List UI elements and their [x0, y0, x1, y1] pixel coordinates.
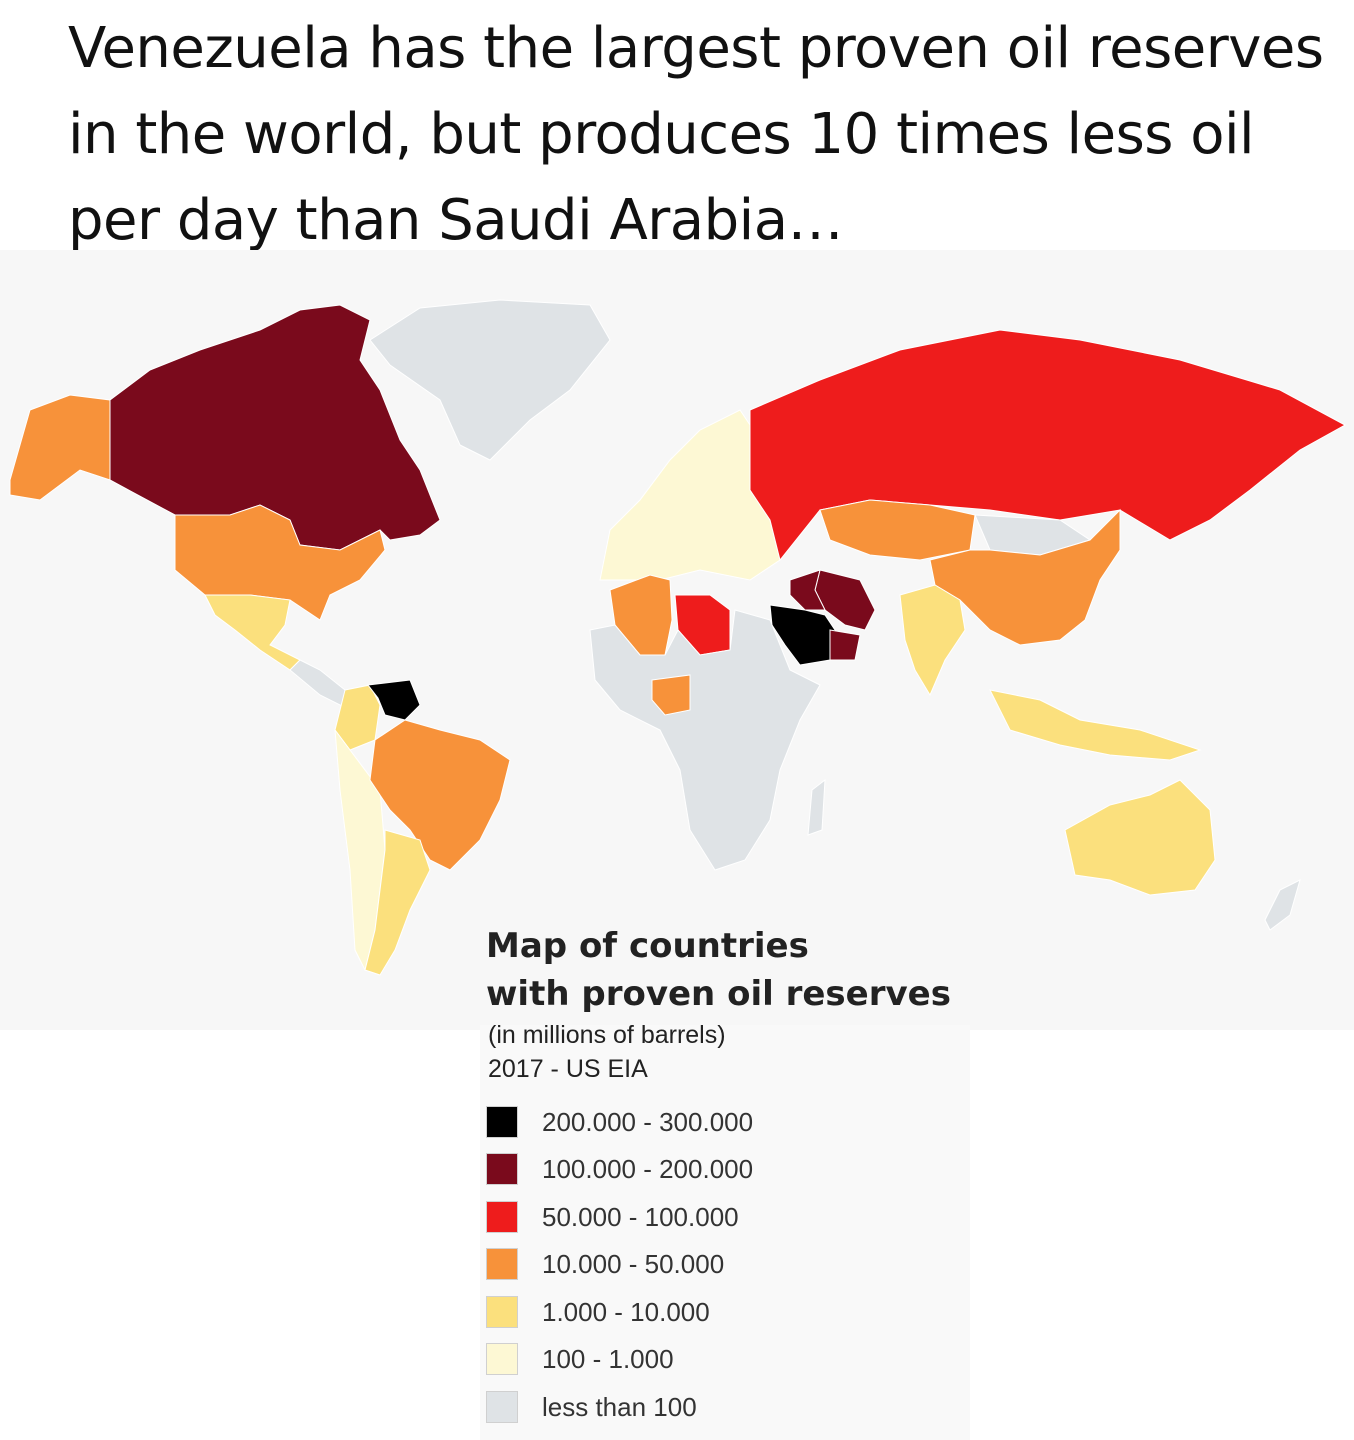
region-indonesia [989, 689, 1202, 761]
legend-swatch [486, 1201, 518, 1233]
legend-item: 100.000 - 200.000 [486, 1151, 906, 1187]
legend-source: 2017 - US EIA [488, 1055, 648, 1083]
legend-item: 200.000 - 300.000 [486, 1104, 906, 1140]
legend-panel [480, 1025, 970, 1440]
caption-text: Venezuela has the largest proven oil res… [68, 16, 1324, 253]
legend-item: 100 - 1.000 [486, 1341, 906, 1377]
region-madagascar [807, 778, 826, 836]
region-mexico [204, 594, 301, 671]
legend-item-label: 1.000 - 10.000 [542, 1297, 710, 1327]
region-kazakhstan [819, 499, 976, 561]
legend-swatch [486, 1248, 518, 1280]
region-india [899, 584, 966, 697]
region-china [929, 508, 1121, 646]
region-alaska [9, 394, 111, 501]
legend-item-label: 100.000 - 200.000 [542, 1154, 754, 1184]
region-greenland [369, 299, 611, 461]
legend-swatch [486, 1296, 518, 1328]
legend-item-label: 100 - 1.000 [542, 1344, 674, 1374]
region-australia [1064, 779, 1216, 896]
legend-item: 1.000 - 10.000 [486, 1294, 906, 1330]
legend-swatch [486, 1343, 518, 1375]
region-russia [749, 329, 1347, 562]
region-argentina [364, 829, 431, 976]
legend-swatch [486, 1153, 518, 1185]
world-map [0, 250, 1354, 1030]
legend-title: Map of countries with proven oil reserve… [486, 926, 951, 1014]
legend-item-label: 200.000 - 300.000 [542, 1107, 754, 1137]
region-new-zealand [1264, 879, 1301, 931]
legend-swatch [486, 1106, 518, 1138]
region-iraq [789, 569, 826, 611]
legend-item-label: 10.000 - 50.000 [542, 1249, 725, 1279]
region-nigeria [651, 674, 691, 716]
world-map-svg [9, 299, 1347, 976]
legend-item: 10.000 - 50.000 [486, 1246, 906, 1282]
legend-item-label: less than 100 [542, 1392, 697, 1422]
legend-item: 50.000 - 100.000 [486, 1199, 906, 1235]
legend-swatch [486, 1391, 518, 1423]
legend-item: less than 100 [486, 1389, 906, 1425]
legend-unit-note: (in millions of barrels) [488, 1021, 726, 1049]
region-uae [829, 629, 861, 661]
region-brazil [369, 719, 511, 871]
legend-item-label: 50.000 - 100.000 [542, 1202, 739, 1232]
region-africa [589, 609, 821, 871]
